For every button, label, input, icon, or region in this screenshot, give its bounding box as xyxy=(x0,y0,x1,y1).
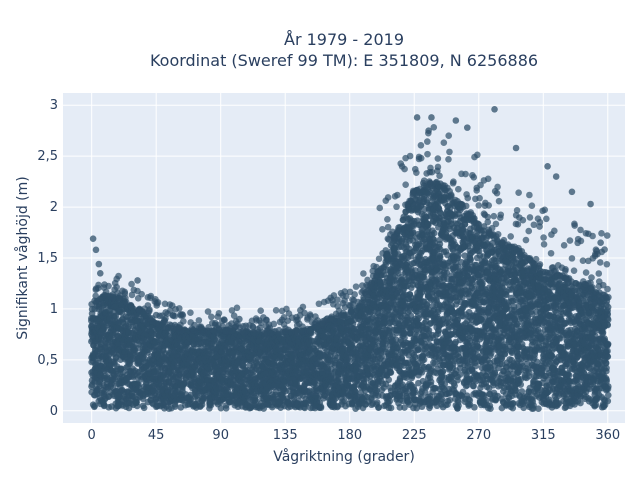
data-point xyxy=(411,389,418,397)
data-point xyxy=(140,404,148,412)
data-point xyxy=(430,229,438,237)
data-point xyxy=(135,381,142,389)
data-point xyxy=(434,330,442,338)
data-point xyxy=(427,378,435,386)
data-point xyxy=(217,404,225,412)
data-point xyxy=(387,404,395,412)
data-point xyxy=(436,240,444,248)
data-point xyxy=(133,402,141,410)
data-point xyxy=(439,368,447,375)
data-point xyxy=(385,376,393,384)
data-point xyxy=(242,384,249,392)
data-point xyxy=(96,378,104,386)
data-point xyxy=(198,401,206,408)
chart-title-line2: Koordinat (Sweref 99 TM): E 351809, N 62… xyxy=(150,51,538,70)
data-point xyxy=(91,403,98,411)
data-point xyxy=(317,404,325,412)
data-points xyxy=(87,105,612,413)
data-point xyxy=(420,356,428,363)
chart-title-line1: År 1979 - 2019 xyxy=(284,30,404,49)
data-point xyxy=(387,369,395,376)
data-point xyxy=(171,403,179,410)
